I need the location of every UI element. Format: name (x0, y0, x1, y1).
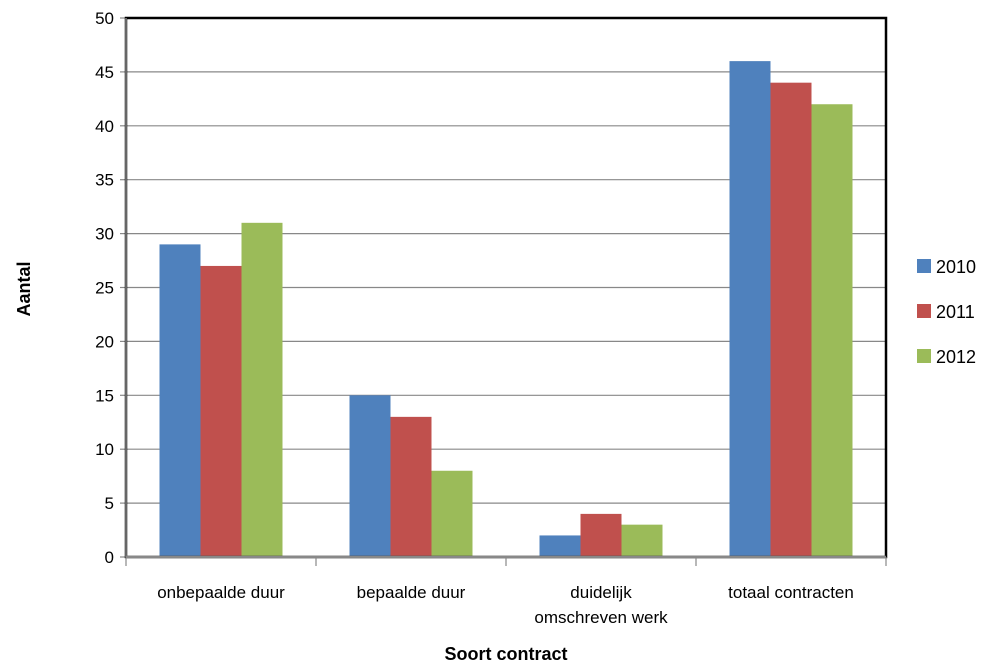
y-tick-label: 5 (105, 494, 114, 513)
bar-2012-1 (431, 470, 473, 557)
bar-2011-1 (390, 416, 432, 557)
bar-2010-0 (159, 244, 201, 557)
y-tick-label: 50 (95, 9, 114, 28)
legend-swatch-2010 (917, 259, 931, 273)
y-tick-label: 40 (95, 117, 114, 136)
y-tick-label: 15 (95, 386, 114, 405)
y-tick-label: 45 (95, 63, 114, 82)
legend-label-2011: 2011 (936, 302, 975, 322)
y-tick-label: 10 (95, 440, 114, 459)
legend-swatch-2012 (917, 349, 931, 363)
legend-label-2012: 2012 (936, 347, 976, 367)
y-tick-label: 25 (95, 279, 114, 298)
bar-2011-0 (200, 265, 242, 557)
bar-2011-3 (770, 82, 812, 558)
x-tick-labels: onbepaalde duur bepaalde duur duidelijk oms… (157, 583, 854, 627)
bar-2010-2 (539, 535, 581, 557)
legend: 2010 2011 2012 (917, 257, 976, 367)
x-tick-label: omschreven werk (534, 608, 668, 627)
bar-2010-3 (729, 61, 771, 558)
y-tick-label: 20 (95, 332, 114, 351)
bar-2012-3 (811, 104, 853, 558)
bar-2012-2 (621, 524, 663, 557)
y-tick-label: 35 (95, 171, 114, 190)
x-tick-label: totaal contracten (728, 583, 854, 602)
x-axis-title: Soort contract (444, 644, 567, 664)
x-tick-label: duidelijk (570, 583, 632, 602)
x-tick-label: onbepaalde duur (157, 583, 285, 602)
bars (159, 61, 853, 558)
y-tick-labels: 0 5 10 15 20 25 30 35 40 45 50 (95, 9, 114, 567)
bar-2010-1 (349, 395, 391, 557)
x-tick-label: bepaalde duur (357, 583, 466, 602)
axes (120, 16, 888, 566)
bar-2012-0 (241, 222, 283, 557)
bar-2011-2 (580, 513, 622, 557)
legend-label-2010: 2010 (936, 257, 976, 277)
y-tick-label: 30 (95, 225, 114, 244)
legend-swatch-2011 (917, 304, 931, 318)
y-axis-title: Aantal (14, 261, 34, 316)
y-tick-label: 0 (105, 548, 114, 567)
